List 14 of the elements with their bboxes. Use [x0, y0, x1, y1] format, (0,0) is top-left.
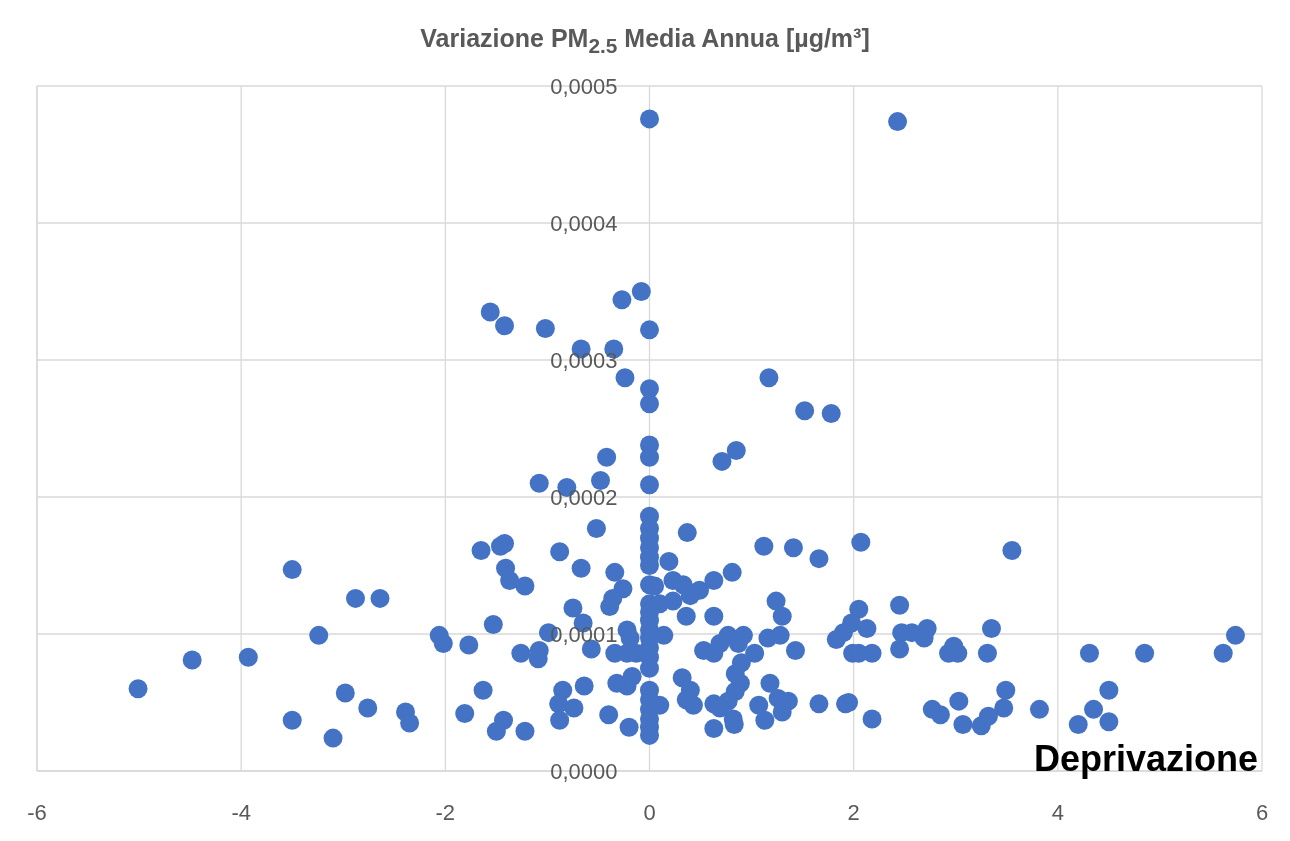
y-tick-label: 0,0000 [550, 758, 618, 784]
x-tick-label: -6 [27, 799, 47, 825]
y-tick-label: 0,0004 [550, 210, 618, 236]
y-tick-label: 0,0005 [550, 73, 618, 99]
x-tick-label: 4 [1051, 799, 1064, 825]
x-tick-label: 6 [1255, 799, 1269, 825]
x-tick-label: 2 [847, 799, 860, 825]
x-tick-label: 0 [643, 799, 656, 825]
chart-title: Variazione PM$_{2.5}$ Media Annua [µg/m³] [420, 23, 870, 59]
x-axis-title: Deprivazione [1033, 738, 1258, 780]
y-tick-label: 0,0003 [550, 347, 618, 373]
y-tick-label: 0,0002 [550, 484, 618, 510]
x-tick-label: -4 [231, 799, 251, 825]
x-tick-label: -2 [435, 799, 456, 825]
